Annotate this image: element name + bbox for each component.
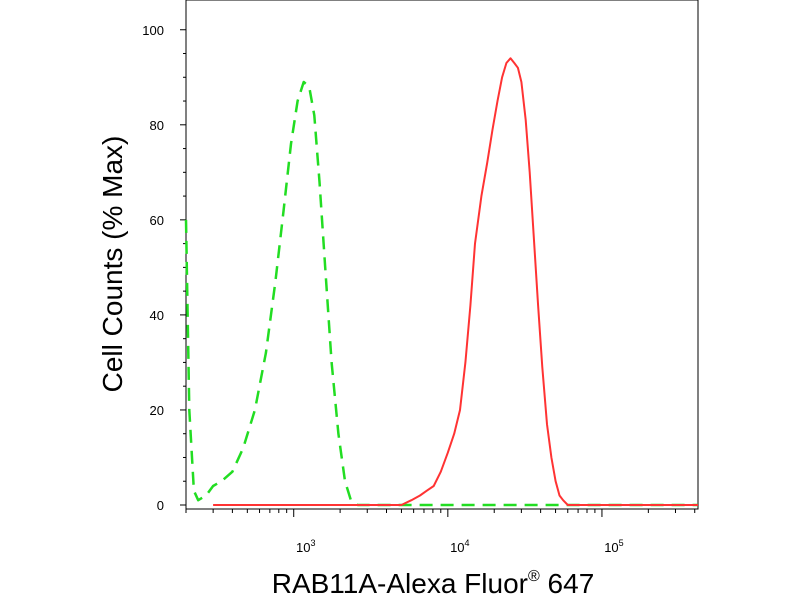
- x-axis-title: RAB11A-Alexa Fluor® 647: [272, 568, 595, 599]
- x-tick-base: 10: [604, 540, 618, 555]
- control-histogram-line: [184, 80, 698, 507]
- x-tick-exponent: 5: [619, 538, 624, 548]
- sample-histogram-line: [213, 57, 698, 506]
- y-tick-label: 20: [150, 403, 164, 418]
- y-tick-label: 100: [142, 23, 164, 38]
- x-axis-title-suffix: 647: [540, 568, 595, 599]
- y-tick-label: 60: [150, 213, 164, 228]
- x-axis-title-text: RAB11A-Alexa Fluor: [272, 568, 528, 599]
- x-tick-label: 105: [604, 538, 623, 555]
- x-tick-base: 10: [296, 540, 310, 555]
- x-tick-exponent: 4: [465, 538, 470, 548]
- y-axis-title: Cell Counts (% Max): [97, 136, 128, 393]
- x-tick-base: 10: [450, 540, 464, 555]
- x-tick-label: 104: [450, 538, 469, 555]
- plot-frame: [185, 0, 699, 510]
- x-tick-exponent: 3: [310, 538, 315, 548]
- series-layer: [184, 57, 698, 507]
- x-axis: 103 104 105: [185, 509, 696, 555]
- y-tick-label: 80: [150, 118, 164, 133]
- x-tick-label: 103: [296, 538, 315, 555]
- y-axis: 0 20 40 60 80 100: [142, 23, 186, 513]
- x-axis-title-superscript: ®: [528, 568, 540, 585]
- y-tick-label: 0: [157, 498, 164, 513]
- y-tick-label: 40: [150, 308, 164, 323]
